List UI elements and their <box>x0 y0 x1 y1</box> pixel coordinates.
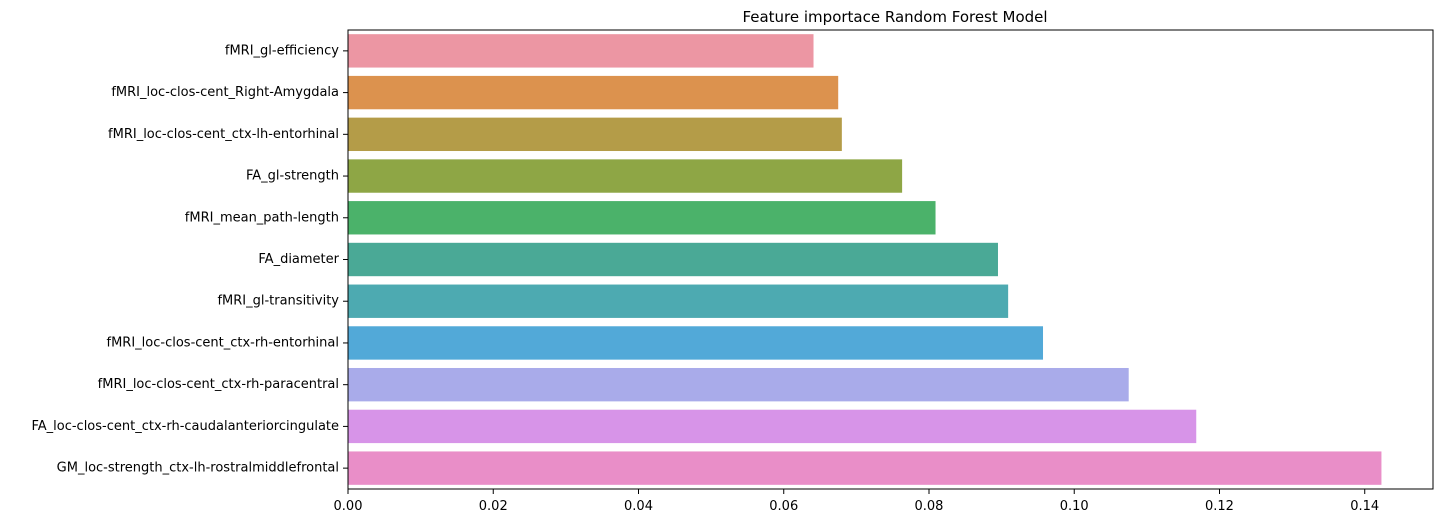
y-tick-label: fMRI_mean_path-length <box>185 210 339 225</box>
bar <box>348 284 1009 318</box>
x-tick-label: 0.08 <box>915 499 944 514</box>
bar <box>348 75 839 110</box>
y-tick-label: fMRI_loc-clos-cent_ctx-lh-entorhinal <box>108 127 339 142</box>
bar <box>348 117 842 152</box>
y-tick-label: GM_loc-strength_ctx-lh-rostralmiddlefron… <box>57 461 339 476</box>
bar <box>348 201 936 235</box>
bar <box>348 451 1382 485</box>
x-tick-label: 0.02 <box>479 499 508 514</box>
plot-frame <box>347 29 1434 490</box>
bar <box>348 326 1044 360</box>
y-tick-label: FA_diameter <box>258 252 339 267</box>
bar <box>348 242 998 277</box>
x-axis-ticks: 0.00 0.02 0.04 0.06 0.08 0.10 0.12 0.14 <box>334 489 1379 514</box>
bar <box>348 159 903 193</box>
bars-group <box>348 34 1382 485</box>
y-tick-label: fMRI_gl-transitivity <box>217 294 339 309</box>
bar <box>348 409 1197 444</box>
x-tick-label: 0.10 <box>1060 499 1089 514</box>
bar <box>348 34 814 68</box>
x-tick-label: 0.12 <box>1205 499 1234 514</box>
y-tick-label: fMRI_loc-clos-cent_ctx-rh-entorhinal <box>107 335 339 350</box>
bar <box>348 367 1129 402</box>
chart-title: Feature importace Random Forest Model <box>742 8 1047 26</box>
y-tick-label: fMRI_gl-efficiency <box>225 43 339 58</box>
x-tick-label: 0.04 <box>624 499 653 514</box>
y-tick-label: FA_loc-clos-cent_ctx-rh-caudalanteriorci… <box>31 419 339 434</box>
y-tick-label: fMRI_loc-clos-cent_ctx-rh-paracentral <box>98 377 339 392</box>
x-tick-label: 0.06 <box>769 499 798 514</box>
y-tick-label: FA_gl-strength <box>246 169 339 184</box>
x-tick-label: 0.14 <box>1350 499 1379 514</box>
y-axis-ticks: fMRI_gl-efficiency fMRI_loc-clos-cent_Rig… <box>31 43 348 476</box>
x-tick-label: 0.00 <box>334 499 363 514</box>
y-tick-label: fMRI_loc-clos-cent_Right-Amygdala <box>111 85 339 100</box>
